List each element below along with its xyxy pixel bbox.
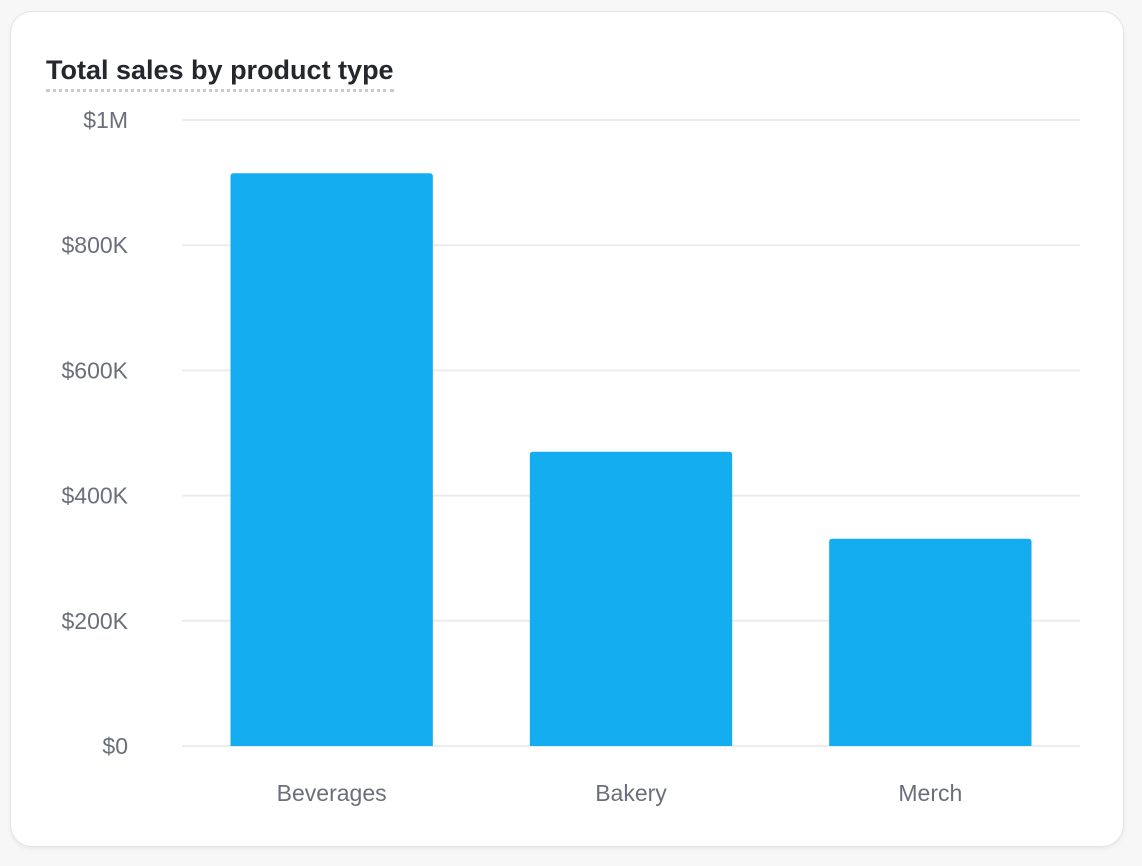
bars	[230, 173, 1032, 746]
y-axis-ticks: $0 $200K $400K $600K $800K $1M	[61, 107, 128, 759]
y-tick-label: $800K	[61, 232, 128, 258]
x-category-label: Merch	[898, 780, 962, 806]
y-tick-label: $200K	[61, 608, 128, 634]
chart-title[interactable]: Total sales by product type	[46, 54, 394, 92]
y-tick-label: $600K	[61, 357, 128, 383]
x-category-label: Beverages	[277, 780, 387, 806]
x-axis-categories: Beverages Bakery Merch	[277, 780, 963, 806]
y-tick-label: $1M	[83, 107, 128, 133]
bar-bakery[interactable]	[529, 451, 733, 746]
bar-merch[interactable]	[829, 538, 1032, 746]
y-tick-label: $400K	[61, 483, 128, 509]
y-tick-label: $0	[102, 733, 128, 759]
x-category-label: Bakery	[595, 780, 667, 806]
bar-beverages[interactable]	[230, 173, 433, 746]
